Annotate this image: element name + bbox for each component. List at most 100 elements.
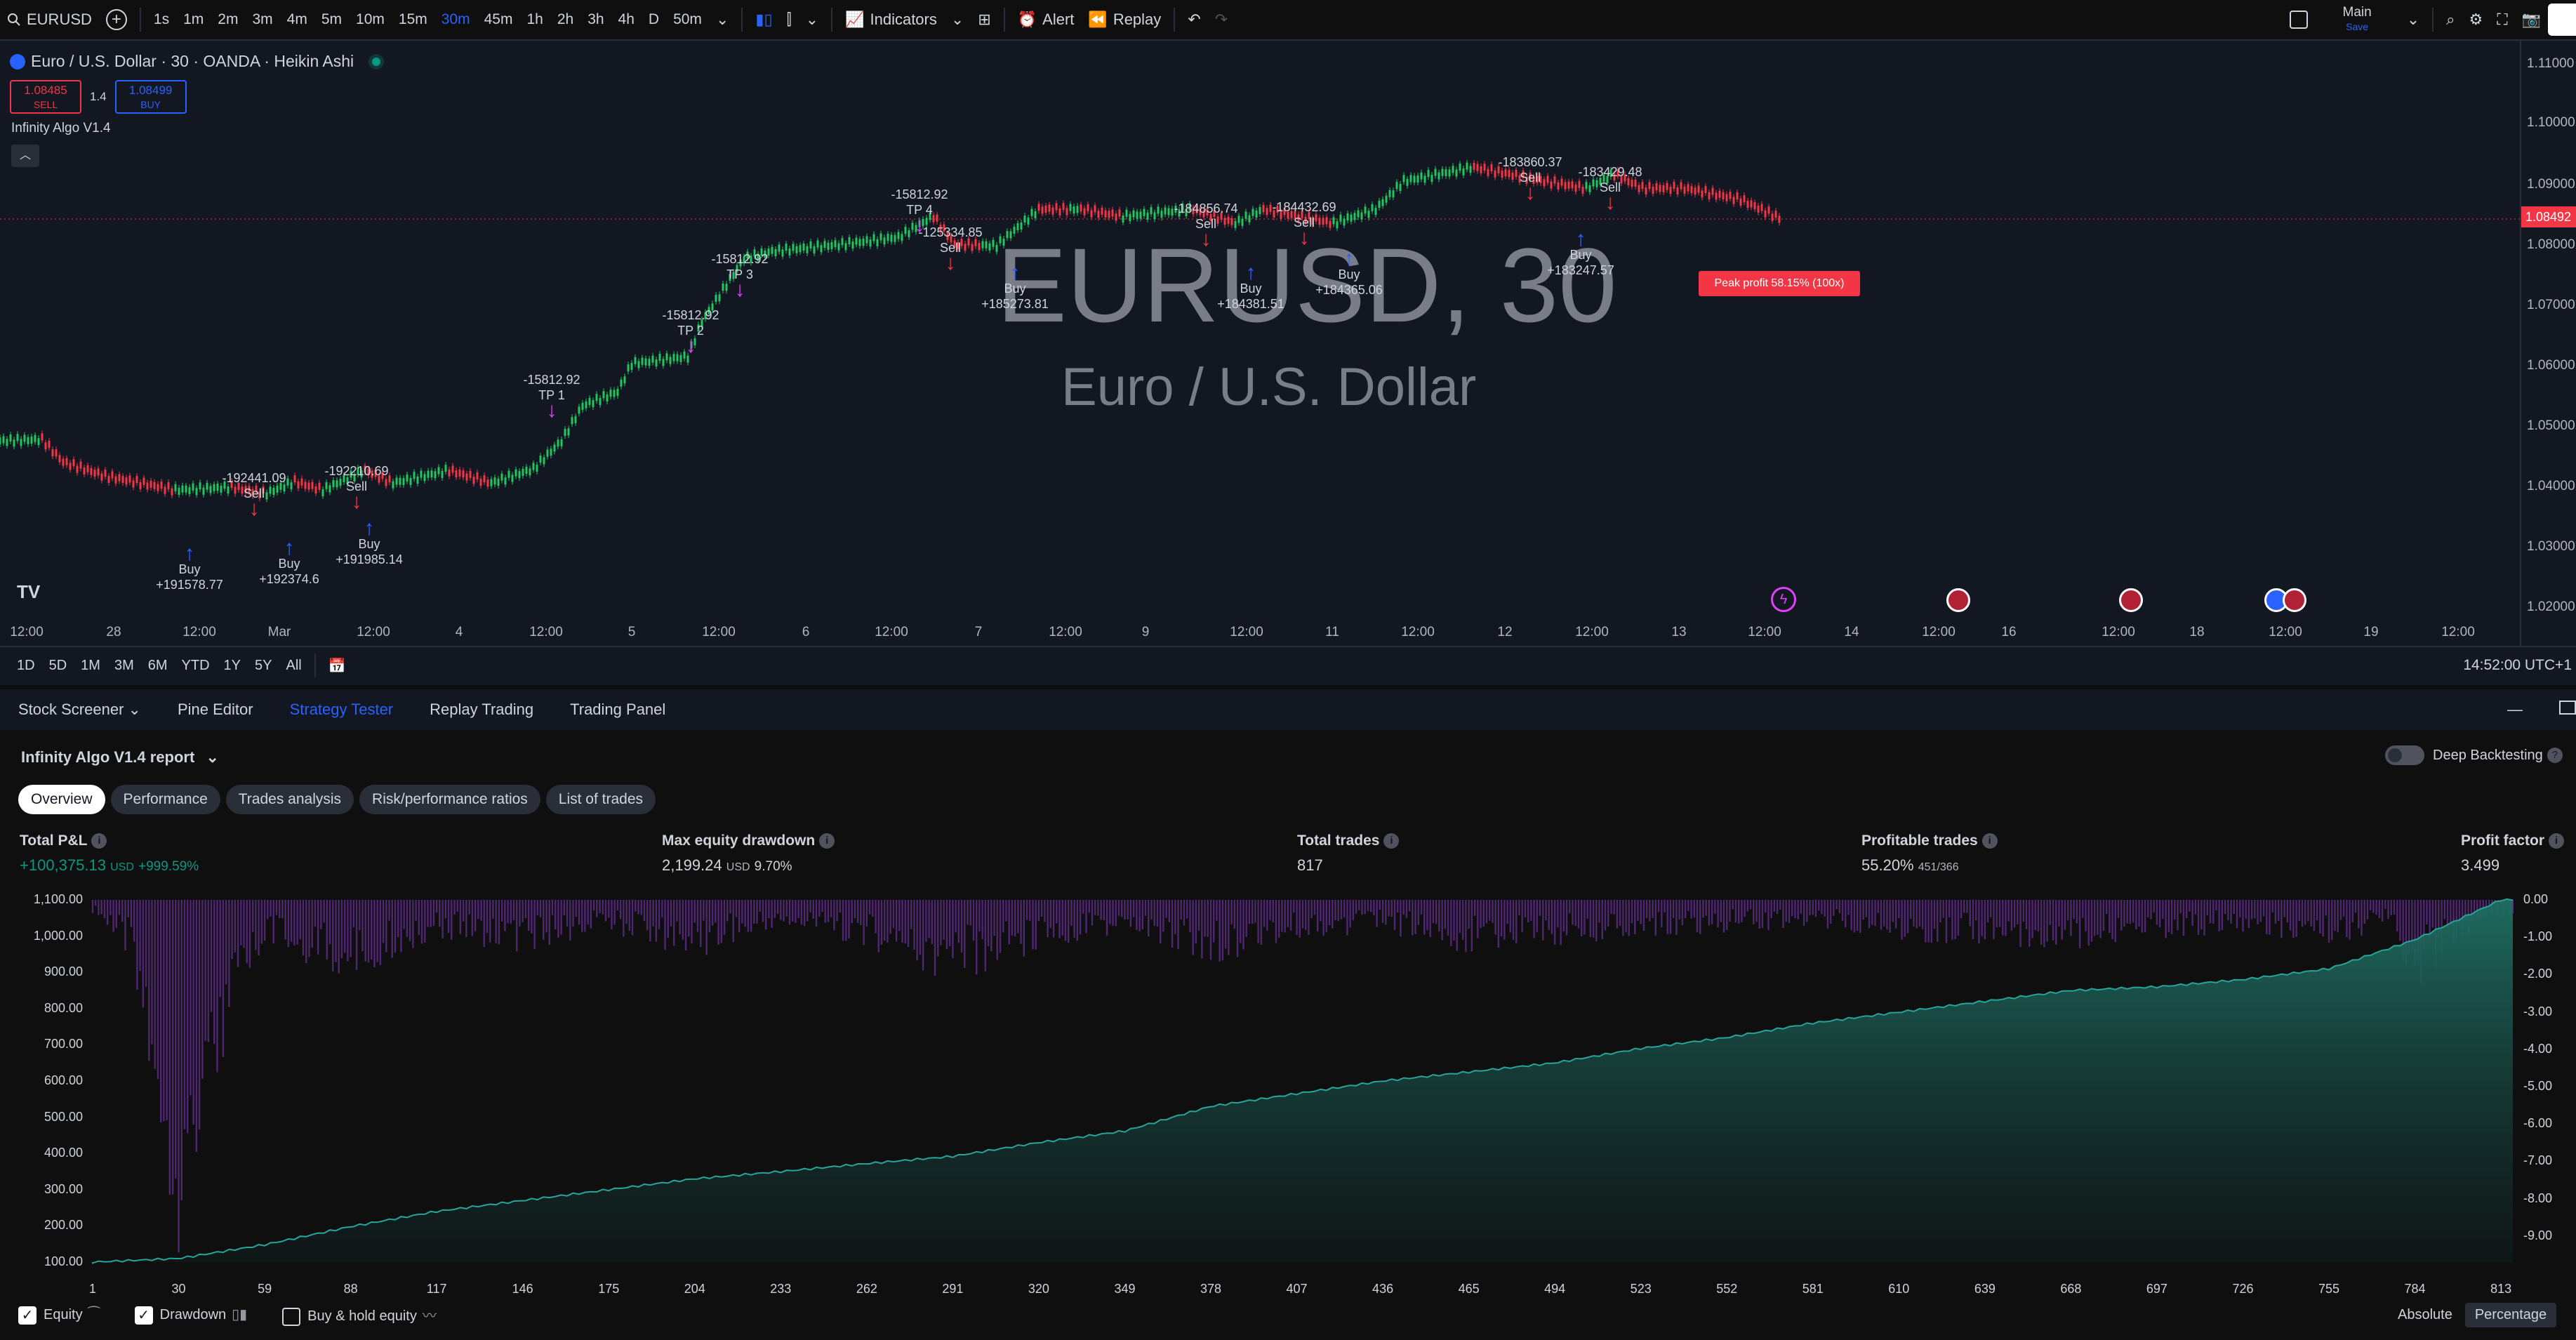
info-icon[interactable]: i xyxy=(2549,833,2565,849)
timeframe-dropdown-button[interactable]: ⌄ xyxy=(709,0,736,40)
sell-button[interactable]: 1.08485 SELL xyxy=(10,80,81,114)
drawdown-bar xyxy=(1174,900,1176,934)
drawdown-toggle[interactable]: ✓ Drawdown ▯▮ xyxy=(134,1306,247,1325)
tab-strategy-tester[interactable]: Strategy Tester xyxy=(289,701,394,718)
tradingview-logo[interactable]: TV xyxy=(17,581,41,602)
range-3m[interactable]: 3M xyxy=(114,657,134,673)
report-tab-risk-performance-ratios[interactable]: Risk/performance ratios xyxy=(359,785,540,814)
price-scale[interactable]: 1.11000 1.10000 1.09000 1.08000 1.07000 1.060… xyxy=(2520,41,2576,646)
redo-button[interactable]: ↷ xyxy=(1208,0,1235,40)
chart-type-button[interactable]: ▮▯ xyxy=(748,0,779,40)
info-icon[interactable]: i xyxy=(91,833,107,849)
buy-button[interactable]: 1.08499 BUY xyxy=(114,80,187,114)
report-tab-list-of-trades[interactable]: List of trades xyxy=(545,785,656,814)
timeframe-45m[interactable]: 45m xyxy=(484,11,513,27)
time-tick: 12:00 xyxy=(1748,625,1781,639)
timeframe-3m[interactable]: 3m xyxy=(252,11,273,27)
chart-type-alt-button[interactable]: ⫿ xyxy=(780,0,799,40)
timeframe-1m[interactable]: 1m xyxy=(183,11,204,27)
timeframe-5m[interactable]: 5m xyxy=(321,11,343,27)
timeframe-2h[interactable]: 2h xyxy=(557,11,574,27)
collapse-legend-button[interactable]: ︿ xyxy=(11,145,39,167)
range-ytd[interactable]: YTD xyxy=(181,657,210,673)
range-5y[interactable]: 5Y xyxy=(255,657,272,673)
alert-button[interactable]: ⏰ Alert xyxy=(1011,0,1082,40)
timeframe-1s[interactable]: 1s xyxy=(153,11,170,27)
report-tab-trades-analysis[interactable]: Trades analysis xyxy=(225,785,354,814)
indicator-name[interactable]: Infinity Algo V1.4 xyxy=(11,121,111,135)
publish-button[interactable] xyxy=(2548,4,2576,36)
arrow-down-icon: ↓ xyxy=(546,399,557,422)
info-icon[interactable]: i xyxy=(1981,833,1998,849)
minimize-panel-button[interactable]: — xyxy=(2489,701,2541,719)
range-1m[interactable]: 1M xyxy=(81,657,100,673)
tab-stock-screener[interactable]: Stock Screener ⌄ xyxy=(18,701,141,718)
drawdown-bar xyxy=(1545,900,1547,921)
timezone-clock[interactable]: 14:52:00 UTC+1 xyxy=(2463,657,2572,673)
replay-button[interactable]: ⏪ Replay xyxy=(1081,0,1168,40)
drawdown-bar xyxy=(2147,900,2149,917)
info-icon[interactable]: i xyxy=(1383,833,1400,849)
snapshot-button[interactable]: 📷 xyxy=(2515,0,2548,40)
layout-dropdown[interactable]: ⌄ xyxy=(2400,0,2426,40)
timeframe-15m[interactable]: 15m xyxy=(398,11,427,27)
event-lightning-icon[interactable]: ϟ xyxy=(1771,587,1796,612)
us-flag-event-icon[interactable] xyxy=(1946,588,1970,612)
timeframe-3h[interactable]: 3h xyxy=(587,11,604,27)
report-tab-performance[interactable]: Performance xyxy=(110,785,220,814)
range-1d[interactable]: 1D xyxy=(17,657,35,673)
percentage-button[interactable]: Percentage xyxy=(2464,1303,2557,1327)
settings-button[interactable]: ⚙ xyxy=(2462,0,2490,40)
timeframe-1h[interactable]: 1h xyxy=(526,11,543,27)
us-flag-event-icon[interactable] xyxy=(2119,588,2143,612)
timeframe-D[interactable]: D xyxy=(648,11,660,27)
timeframe-4m[interactable]: 4m xyxy=(286,11,307,27)
timeframe-50m[interactable]: 50m xyxy=(673,11,702,27)
symbol-search-button[interactable]: EURUSD xyxy=(0,0,99,40)
timeframe-2m[interactable]: 2m xyxy=(218,11,239,27)
tab-trading-panel[interactable]: Trading Panel xyxy=(570,701,666,718)
equity-chart[interactable] xyxy=(0,891,2576,1285)
absolute-button[interactable]: Absolute xyxy=(2398,1307,2452,1322)
toggle-switch[interactable] xyxy=(2385,745,2424,765)
layout-name-button[interactable]: Main Save xyxy=(2315,0,2400,40)
buy-hold-toggle[interactable]: Buy & hold equity 〰 xyxy=(282,1304,437,1326)
goto-date-button[interactable]: 📅 xyxy=(321,657,353,675)
deep-backtesting-toggle[interactable]: Deep Backtesting ? xyxy=(2385,745,2563,765)
indicators-button[interactable]: 📈 Indicators xyxy=(838,0,944,40)
maximize-panel-button[interactable] xyxy=(2541,701,2576,719)
templates-button[interactable]: ⊞ xyxy=(971,0,997,40)
info-icon[interactable]: ? xyxy=(2547,748,2563,763)
range-all[interactable]: All xyxy=(286,657,302,673)
checkbox-empty-icon[interactable] xyxy=(282,1307,301,1326)
compare-add-button[interactable]: + xyxy=(99,0,134,40)
layout-select-button[interactable] xyxy=(2283,0,2315,40)
fullscreen-button[interactable]: ⛶ xyxy=(2490,0,2514,40)
indicators-dropdown[interactable]: ⌄ xyxy=(944,0,971,40)
checkbox-checked-icon[interactable]: ✓ xyxy=(134,1306,153,1325)
report-title-button[interactable]: Infinity Algo V1.4 report ⌄ xyxy=(21,748,219,767)
price-chart[interactable]: Euro / U.S. Dollar · 30 · OANDA · Heikin… xyxy=(0,41,2558,681)
range-1y[interactable]: 1Y xyxy=(223,657,241,673)
drawdown-bar xyxy=(2040,900,2043,945)
checkbox-checked-icon[interactable]: ✓ xyxy=(18,1306,36,1325)
quick-search-button[interactable]: ⌕ xyxy=(2439,0,2462,40)
candle-body xyxy=(771,246,774,254)
price-plot[interactable] xyxy=(0,41,2520,646)
candle-body xyxy=(1346,213,1349,221)
report-tab-overview[interactable]: Overview xyxy=(18,785,105,814)
range-5d[interactable]: 5D xyxy=(48,657,67,673)
us-flag-event-icon[interactable] xyxy=(2283,588,2306,612)
timeframe-4h[interactable]: 4h xyxy=(618,11,635,27)
undo-button[interactable]: ↶ xyxy=(1181,0,1207,40)
info-icon[interactable]: i xyxy=(819,833,835,849)
chart-type-dropdown[interactable]: ⌄ xyxy=(799,0,825,40)
timeframe-10m[interactable]: 10m xyxy=(356,11,385,27)
range-6m[interactable]: 6M xyxy=(147,657,168,673)
timeframe-30m[interactable]: 30m xyxy=(441,11,470,27)
drawdown-bar xyxy=(1910,900,1912,919)
candle-body xyxy=(830,241,833,249)
tab-replay-trading[interactable]: Replay Trading xyxy=(430,701,534,718)
tab-pine-editor[interactable]: Pine Editor xyxy=(177,701,253,718)
equity-toggle[interactable]: ✓ Equity ⁀ xyxy=(18,1306,100,1325)
